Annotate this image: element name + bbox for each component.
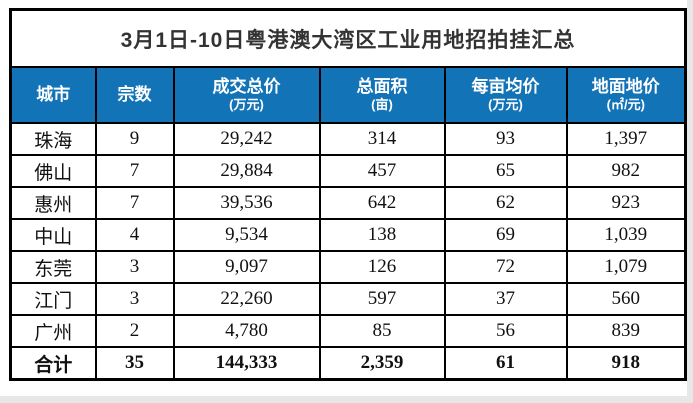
table-cell: 457 <box>318 154 446 188</box>
city-cell: 东莞 <box>9 250 97 284</box>
title-row: 3月1日-10日粤港澳大湾区工业用地招拍挂汇总 <box>9 8 687 68</box>
table-cell: 85 <box>318 314 446 348</box>
column-header-5: 每亩均价 (万元) <box>443 66 568 124</box>
total-row: 合计 35 144,333 2,359 61 918 <box>9 346 687 381</box>
table-body: 珠海 9 29,242 314 93 1,397 佛山 7 29,884 457 65 982 惠州 7 3… <box>9 122 687 381</box>
city-cell: 珠海 <box>9 122 97 156</box>
table-cell: 39,536 <box>172 186 321 220</box>
column-header-label: 总面积 <box>356 77 408 97</box>
table-cell: 7 <box>94 154 175 188</box>
table-cell: 69 <box>443 218 568 252</box>
column-header-label: 成交总价 <box>212 77 281 97</box>
table-cell: 2 <box>94 314 175 348</box>
city-cell: 合计 <box>9 346 97 381</box>
table-cell: 4 <box>94 218 175 252</box>
table-row: 珠海 9 29,242 314 93 1,397 <box>9 122 687 156</box>
city-cell: 江门 <box>9 282 97 316</box>
table-row: 中山 4 9,534 138 69 1,039 <box>9 218 687 252</box>
city-cell: 广州 <box>9 314 97 348</box>
land-auction-summary-table: 3月1日-10日粤港澳大湾区工业用地招拍挂汇总 城市 宗数 成交总价 (万元) 总面积(… <box>9 8 688 381</box>
table-cell: 144,333 <box>172 346 321 381</box>
table-cell: 1,397 <box>565 122 687 156</box>
table-cell: 93 <box>443 122 568 156</box>
table-cell: 2,359 <box>318 346 446 381</box>
table-cell: 918 <box>565 346 687 381</box>
table-cell: 29,884 <box>172 154 321 188</box>
column-header-unit: (万元) <box>229 96 264 112</box>
city-cell: 佛山 <box>9 154 97 188</box>
table-cell: 37 <box>443 282 568 316</box>
table-row: 广州 2 4,780 85 56 839 <box>9 314 687 348</box>
column-header-label: 地面地价 <box>591 77 660 97</box>
table-cell: 314 <box>318 122 446 156</box>
column-header-unit: (㎡/元) <box>606 96 645 112</box>
table-cell: 126 <box>318 250 446 284</box>
table-cell: 3 <box>94 282 175 316</box>
table-cell: 61 <box>443 346 568 381</box>
column-header-1: 城市 <box>9 66 97 124</box>
table-title: 3月1日-10日粤港澳大湾区工业用地招拍挂汇总 <box>9 8 687 68</box>
table-cell: 1,039 <box>565 218 687 252</box>
table-cell: 9,534 <box>172 218 321 252</box>
column-header-6: 地面地价 (㎡/元) <box>565 66 687 124</box>
column-header-unit: (亩) <box>371 96 393 112</box>
column-header-label: 每亩均价 <box>471 77 540 97</box>
column-header-label: 宗数 <box>117 85 152 105</box>
column-header-2: 宗数 <box>94 66 175 124</box>
table-cell: 62 <box>443 186 568 220</box>
table-cell: 839 <box>565 314 687 348</box>
table-cell: 56 <box>443 314 568 348</box>
table-cell: 9,097 <box>172 250 321 284</box>
table-cell: 1,079 <box>565 250 687 284</box>
column-header-4: 总面积 (亩) <box>318 66 446 124</box>
table-cell: 65 <box>443 154 568 188</box>
table-cell: 4,780 <box>172 314 321 348</box>
table-row: 江门 3 22,260 597 37 560 <box>9 282 687 316</box>
table-row: 佛山 7 29,884 457 65 982 <box>9 154 687 188</box>
table-cell: 923 <box>565 186 687 220</box>
header-row: 城市 宗数 成交总价 (万元) 总面积 (亩) 每亩均价 (万元) 地面地价 (㎡/元) <box>9 66 687 124</box>
column-header-unit: (万元) <box>488 96 523 112</box>
table-cell: 138 <box>318 218 446 252</box>
table-cell: 29,242 <box>172 122 321 156</box>
city-cell: 中山 <box>9 218 97 252</box>
table-cell: 982 <box>565 154 687 188</box>
table-cell: 3 <box>94 250 175 284</box>
table-cell: 560 <box>565 282 687 316</box>
table-row: 惠州 7 39,536 642 62 923 <box>9 186 687 220</box>
city-cell: 惠州 <box>9 186 97 220</box>
column-header-3: 成交总价 (万元) <box>172 66 321 124</box>
page-background: 3月1日-10日粤港澳大湾区工业用地招拍挂汇总 城市 宗数 成交总价 (万元) 总面积(… <box>0 0 688 396</box>
table-cell: 35 <box>94 346 175 381</box>
table-cell: 597 <box>318 282 446 316</box>
table-row: 东莞 3 9,097 126 72 1,079 <box>9 250 687 284</box>
table-cell: 72 <box>443 250 568 284</box>
column-header-label: 城市 <box>36 85 71 105</box>
table-cell: 642 <box>318 186 446 220</box>
table-cell: 22,260 <box>172 282 321 316</box>
table-cell: 7 <box>94 186 175 220</box>
table-cell: 9 <box>94 122 175 156</box>
